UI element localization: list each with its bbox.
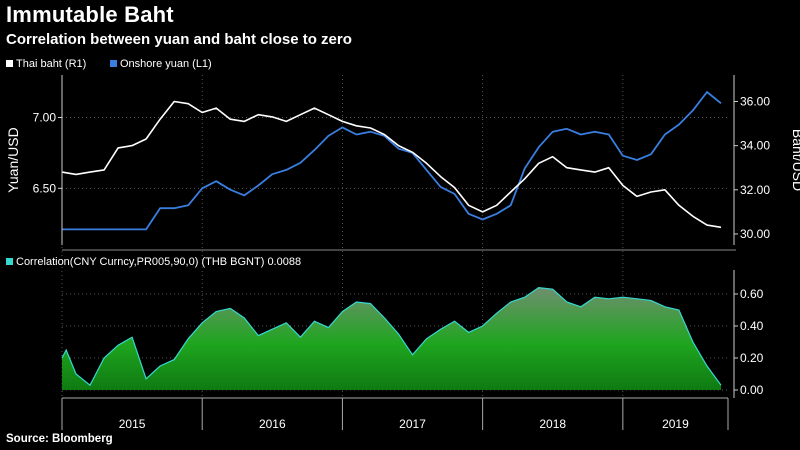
- right-tick-label-32.00: 32.00: [740, 183, 770, 197]
- legend-label-yuan: Onshore yuan (L1): [120, 58, 212, 70]
- legend-swatch-correlation: [6, 258, 13, 265]
- source-note: Source: Bloomberg: [6, 433, 113, 445]
- correlation-line: [61, 286, 722, 387]
- x-tick-label-2018: 2018: [539, 417, 566, 431]
- x-tick-label-2017: 2017: [399, 417, 426, 431]
- bottom-right-tick-label-0.20: 0.20: [740, 351, 764, 365]
- series-line-onshore-yuan: [62, 91, 722, 231]
- legend-label-baht: Thai baht (R1): [16, 58, 86, 70]
- chart-title: Immutable Baht: [6, 2, 174, 27]
- bottom-right-tick-label-0.00: 0.00: [740, 383, 764, 397]
- right-axis-title: Baht/USD: [790, 129, 800, 191]
- right-tick-label-30.00: 30.00: [740, 227, 770, 241]
- right-tick-label-36.00: 36.00: [740, 94, 770, 108]
- x-tick-label-2016: 2016: [259, 417, 286, 431]
- x-tick-label-2019: 2019: [662, 417, 689, 431]
- left-axis-title: Yuan/USD: [5, 127, 21, 192]
- right-tick-label-34.00: 34.00: [740, 139, 770, 153]
- x-tick-label-2015: 2015: [119, 417, 146, 431]
- left-tick-label-7.00: 7.00: [33, 111, 57, 125]
- legend-label-correlation: Correlation(CNY Curncy,PR005,90,0) (THB …: [16, 256, 301, 268]
- bottom-right-tick-label-0.40: 0.40: [740, 319, 764, 333]
- left-tick-label-6.50: 6.50: [33, 181, 57, 195]
- bottom-right-tick-label-0.60: 0.60: [740, 287, 764, 301]
- correlation-area: [62, 287, 721, 390]
- legend-swatch-yuan: [110, 60, 117, 67]
- series-line-thai-baht: [61, 100, 722, 229]
- legend-swatch-baht: [6, 60, 13, 67]
- chart-subtitle: Correlation between yuan and baht close …: [6, 31, 352, 48]
